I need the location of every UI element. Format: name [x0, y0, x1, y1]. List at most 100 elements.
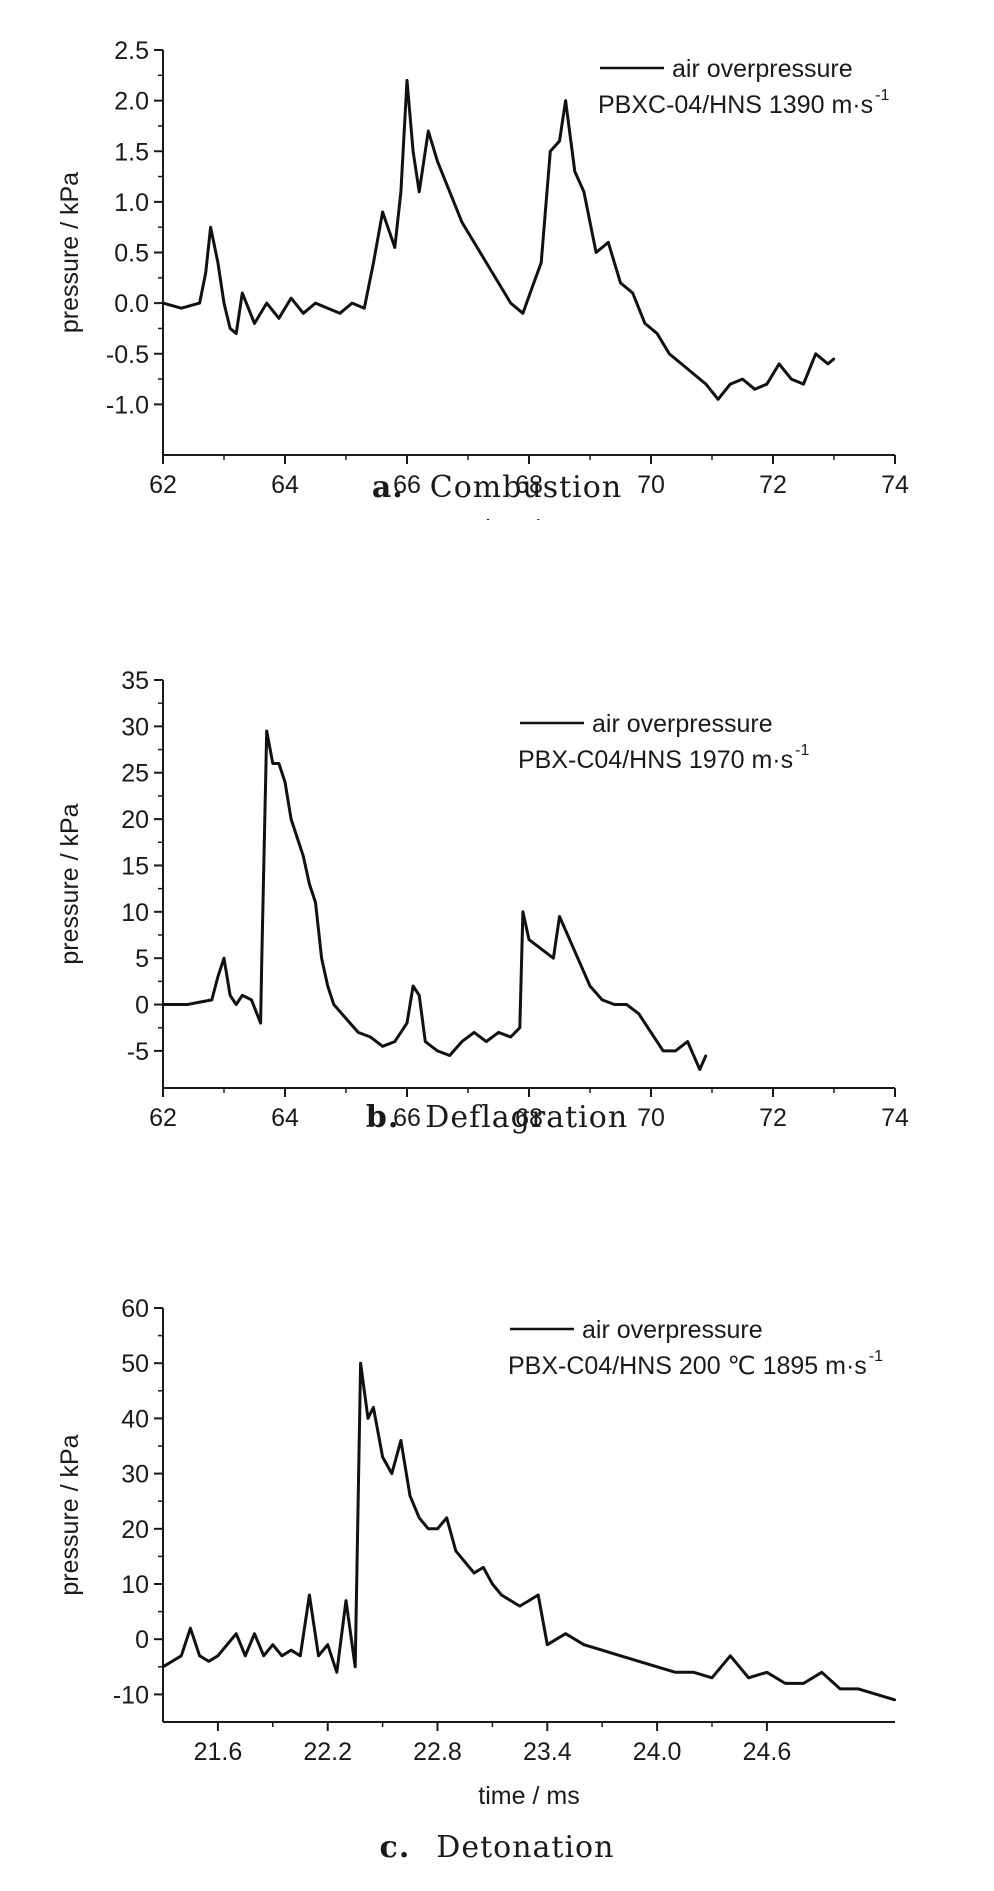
data-point-c [637, 1660, 640, 1663]
x-tick-label-a: 66 [393, 471, 421, 499]
data-point-b [277, 762, 281, 765]
data-point-a [790, 377, 793, 381]
chart-panel-a: 62 64 66 68 70 72 74 2.5 2.0 1.5 1.0 0.5 0.0 -0.5 -1.0… [0, 0, 994, 520]
data-point-a [594, 251, 598, 254]
y-tick-label-a: -0.5 [106, 341, 149, 369]
data-point-b [332, 1003, 335, 1006]
data-point-c [655, 1665, 659, 1669]
y-tick-label-b: 20 [121, 806, 149, 834]
data-point-b [265, 729, 268, 733]
data-point-c [289, 1649, 293, 1652]
data-point-b [430, 1045, 433, 1048]
y-tick-label-b: -5 [127, 1038, 149, 1066]
data-point-a [802, 382, 805, 386]
data-point-a [564, 99, 567, 102]
data-point-b [521, 910, 525, 914]
data-point-a [826, 362, 830, 366]
y-tick-label-c: 30 [121, 1461, 149, 1489]
data-point-c [454, 1549, 457, 1553]
data-point-c [619, 1654, 622, 1657]
chart-panel-b: 62 64 66 68 70 72 74 35 30 25 20 15 10 5 0 -5 time / ms p… [0, 667, 994, 1150]
y-tick-label-c: 60 [121, 1295, 149, 1323]
data-point-a [253, 322, 256, 325]
x-axis-title-b: time / ms [478, 1148, 579, 1150]
data-point-b [369, 1035, 372, 1039]
data-point-a [540, 261, 543, 264]
data-point-a [436, 160, 439, 163]
x-tick-label-b: 62 [149, 1104, 177, 1132]
data-point-c [527, 1599, 531, 1602]
data-point-a [549, 150, 552, 153]
y-tick-label-c: 50 [121, 1350, 149, 1378]
data-point-b [228, 994, 232, 997]
data-point-b [552, 956, 555, 960]
y-axis-title-b: pressure / kPa [56, 803, 84, 964]
data-point-a [753, 387, 756, 391]
data-point-b [216, 975, 220, 978]
data-point-a [265, 301, 268, 305]
data-point-a [558, 139, 561, 143]
data-point-c [207, 1660, 210, 1663]
data-point-b [686, 1040, 689, 1043]
data-point-c [784, 1682, 787, 1685]
x-tick-label-a: 72 [759, 471, 787, 499]
data-point-b [250, 998, 253, 1002]
legend-note-sup-a: -1 [875, 87, 889, 104]
data-point-a [427, 129, 430, 133]
data-point-a [235, 332, 238, 335]
data-point-b [448, 1054, 451, 1057]
y-tick-label-b: 35 [121, 667, 149, 695]
data-point-b [357, 1031, 360, 1034]
y-tick-label-a: 2.5 [114, 37, 149, 65]
data-point-c [555, 1638, 558, 1641]
data-point-b [241, 994, 244, 997]
data-point-b [289, 817, 293, 821]
y-tick-label-a: 2.0 [114, 88, 149, 116]
legend-label-b: air overpressure [592, 710, 773, 738]
data-point-c [427, 1527, 430, 1531]
data-point-a [204, 271, 207, 274]
data-point-b [314, 901, 317, 904]
data-point-a [180, 306, 183, 310]
data-point-a [530, 286, 534, 290]
caption-c-text: Detonation [436, 1830, 615, 1865]
y-tick-label-a: 0.5 [114, 240, 149, 268]
data-point-a [393, 246, 396, 249]
data-point-b [436, 1049, 439, 1053]
x-tick-label-b: 64 [271, 1104, 299, 1132]
x-tick-label-b: 70 [637, 1104, 665, 1132]
data-point-c [216, 1654, 220, 1657]
data-point-a [338, 312, 342, 315]
data-point-b [271, 762, 274, 765]
data-point-b [637, 1012, 640, 1016]
data-point-b [296, 836, 299, 839]
data-point-b [601, 998, 604, 1002]
data-point-c [582, 1643, 586, 1646]
legend-note-a: PBXC-04/HNS 1390 m·s [598, 91, 873, 119]
data-point-a [832, 357, 836, 361]
data-point-b [527, 938, 531, 941]
data-point-a [643, 322, 647, 325]
caption-a: a. Combustion [0, 470, 994, 505]
data-point-c [482, 1566, 485, 1569]
data-point-c [445, 1516, 448, 1519]
data-point-a [405, 79, 409, 82]
caption-b: b. Deflagration [0, 1100, 994, 1135]
data-point-c [710, 1676, 714, 1680]
data-point-c [366, 1417, 370, 1420]
data-point-b [326, 984, 329, 988]
data-point-a [704, 382, 708, 386]
data-point-b [518, 1026, 522, 1029]
y-tick-label-c: 20 [121, 1516, 149, 1544]
chart-b-svg: 62 64 66 68 70 72 74 35 30 25 20 15 10 5 0 -5 time / ms p… [56, 667, 909, 1150]
data-point-c [838, 1687, 842, 1691]
data-point-a [692, 372, 695, 376]
x-tick-label-b: 74 [881, 1104, 909, 1132]
data-point-a [680, 362, 683, 366]
data-point-b [344, 1017, 348, 1020]
y-axis-title-a: pressure / kPa [56, 172, 84, 333]
legend-label-a: air overpressure [672, 55, 853, 83]
data-point-c [893, 1698, 897, 1702]
data-point-a [814, 352, 817, 355]
